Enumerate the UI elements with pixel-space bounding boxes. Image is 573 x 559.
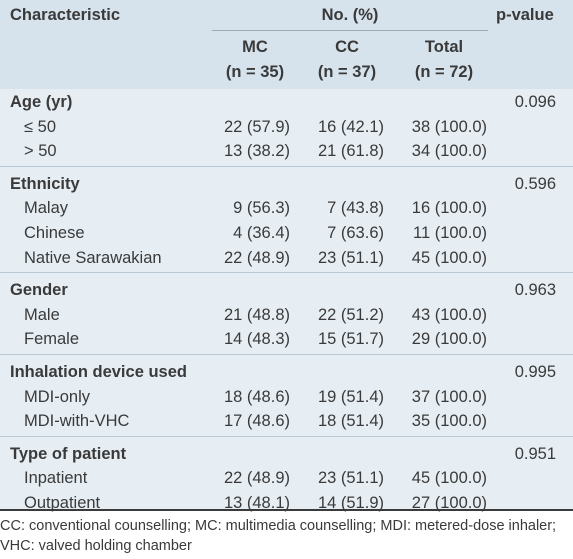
cell-mc: 22 (48.9): [223, 248, 290, 267]
cell-mc: 9 (56.3): [233, 199, 290, 218]
group-divider: [0, 354, 573, 355]
header-characteristic: Characteristic: [10, 6, 121, 24]
cell-cc: 16 (42.1): [317, 117, 384, 136]
group-heading: Inhalation device used: [10, 363, 187, 381]
cell-total: 27 (100.0): [411, 494, 487, 512]
cell-total: 11 (100.0): [413, 224, 487, 242]
cell-cc: 21 (61.8): [317, 142, 384, 161]
cell-mc: 22 (48.9): [223, 469, 290, 488]
group-heading: Age (yr): [10, 93, 73, 111]
cell-cc: 18 (51.4): [317, 412, 384, 431]
group-pvalue: 0.951: [514, 444, 556, 463]
group-pvalue: 0.096: [514, 93, 556, 111]
cell-total: 38 (100.0): [411, 117, 487, 136]
cell-mc: 14 (48.3): [223, 330, 290, 349]
row-label: Native Sarawakian: [24, 248, 162, 267]
row-label: Female: [24, 330, 80, 349]
header-cc: CC: [335, 38, 359, 56]
cell-total: 16 (100.0): [411, 199, 487, 218]
cell-mc: 13 (48.1): [223, 494, 290, 512]
cell-total: 34 (100.0): [411, 142, 487, 161]
cell-cc: 14 (51.9): [317, 494, 384, 512]
header-mc: MC: [242, 38, 268, 56]
row-label: MDI-with-VHC: [24, 412, 130, 431]
cell-mc: 21 (48.8): [223, 305, 290, 324]
group-pvalue: 0.596: [514, 174, 556, 193]
cell-mc: 17 (48.6): [223, 412, 290, 431]
row-label: > 50: [24, 142, 57, 161]
header-total-n: (n = 72): [414, 63, 474, 81]
data-table: Characteristic No. (%) p-value MC (n = 3…: [0, 0, 573, 512]
cell-cc: 23 (51.1): [317, 469, 384, 488]
table-bottom-rule: [0, 509, 573, 511]
header-pvalue: p-value: [496, 6, 554, 24]
cell-mc: 22 (57.9): [223, 117, 290, 136]
cell-total: 35 (100.0): [411, 412, 487, 431]
table-header: Characteristic No. (%) p-value MC (n = 3…: [0, 0, 573, 89]
cell-total: 37 (100.0): [411, 387, 487, 406]
cell-mc: 13 (38.2): [223, 142, 290, 161]
row-label: Inpatient: [24, 469, 88, 488]
row-label: MDI-only: [24, 387, 91, 406]
header-cc-n: (n = 37): [317, 63, 377, 81]
header-no-pct: No. (%): [321, 6, 379, 24]
table-footnote: CC: conventional counselling; MC: multim…: [0, 518, 557, 554]
group-heading: Type of patient: [10, 444, 127, 463]
group-pvalue: 0.963: [514, 281, 556, 300]
row-label: Male: [24, 305, 60, 324]
cell-total: 45 (100.0): [411, 248, 487, 267]
cell-mc: 4 (36.4): [233, 224, 290, 242]
header-group-rule: [212, 30, 488, 31]
group-heading: Gender: [10, 281, 68, 300]
row-label: Chinese: [24, 224, 85, 242]
row-label: Outpatient: [24, 494, 101, 512]
group-pvalue: 0.995: [514, 363, 556, 381]
header-mc-n: (n = 35): [225, 63, 285, 81]
group-heading: Ethnicity: [10, 174, 80, 193]
cell-cc: 7 (63.6): [327, 224, 384, 242]
group-divider: [0, 165, 573, 167]
group-divider: [0, 435, 573, 437]
cell-cc: 7 (43.8): [327, 199, 384, 218]
row-label: Malay: [24, 199, 69, 218]
row-label: ≤ 50: [24, 117, 56, 136]
cell-mc: 18 (48.6): [223, 387, 290, 406]
cell-cc: 23 (51.1): [317, 248, 384, 267]
header-total: Total: [424, 38, 464, 56]
cell-total: 43 (100.0): [411, 305, 487, 324]
cell-cc: 19 (51.4): [317, 387, 384, 406]
cell-cc: 15 (51.7): [317, 330, 384, 349]
cell-total: 45 (100.0): [411, 469, 487, 488]
cell-total: 29 (100.0): [411, 330, 487, 349]
group-divider: [0, 272, 573, 274]
cell-cc: 22 (51.2): [317, 305, 384, 324]
